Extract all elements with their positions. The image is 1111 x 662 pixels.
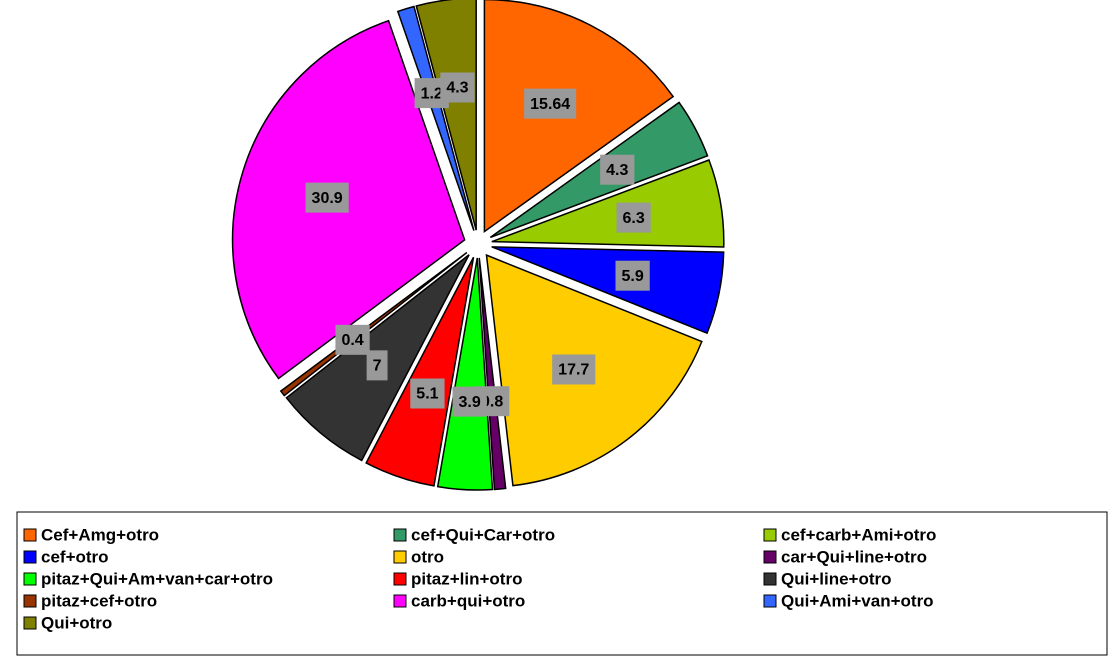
pie-slice — [279, 251, 468, 397]
legend-swatch — [763, 528, 777, 542]
legend-box — [16, 511, 1108, 656]
data-label: 1.2 — [421, 85, 443, 102]
pie-slice — [436, 257, 494, 491]
data-label: 5.9 — [621, 268, 643, 285]
pie-slice — [365, 256, 475, 487]
legend-swatch — [393, 528, 407, 542]
data-label: 4.3 — [446, 80, 468, 97]
data-label-box — [366, 350, 388, 381]
data-label: 6.3 — [622, 210, 644, 227]
data-label-box — [335, 324, 370, 355]
legend-label: Qui+Ami+van+otro — [781, 591, 934, 610]
data-label-box — [305, 182, 349, 213]
pie-slice — [415, 0, 477, 231]
legend-swatch — [23, 616, 37, 630]
legend-swatch — [393, 550, 407, 564]
data-label-box — [410, 378, 445, 409]
pie-slice — [489, 101, 709, 239]
legend-label: pitaz+lin+otro — [411, 569, 522, 588]
legend-label: pitaz+cef+otro — [41, 591, 157, 610]
legend-label: cef+otro — [41, 547, 109, 566]
legend-label: otro — [411, 547, 444, 566]
data-label: 0.4 — [341, 332, 363, 349]
legend-swatch — [763, 572, 777, 586]
data-label-box — [440, 72, 475, 103]
data-label-box — [600, 154, 635, 185]
legend-swatch — [393, 594, 407, 608]
legend-swatch — [393, 572, 407, 586]
data-label-box — [524, 88, 577, 119]
pie-slice — [396, 5, 475, 231]
data-label-box — [616, 202, 651, 233]
data-label: 15.64 — [530, 96, 570, 113]
legend-swatch — [763, 550, 777, 564]
legend-label: carb+qui+otro — [411, 591, 525, 610]
legend-label: Cef+Amg+otro — [41, 525, 159, 544]
data-label-box — [615, 260, 650, 291]
legend-label: cef+carb+Ami+otro — [781, 525, 936, 544]
data-label-box — [452, 386, 487, 417]
legend-swatch — [23, 572, 37, 586]
pie-slice — [491, 159, 725, 248]
pie-slice — [478, 257, 507, 491]
legend-swatch — [23, 550, 37, 564]
legend-label: Qui+otro — [41, 613, 112, 632]
data-label: 4.3 — [606, 162, 628, 179]
data-label: 7 — [373, 358, 382, 375]
legend-swatch — [23, 594, 37, 608]
legend-swatch — [763, 594, 777, 608]
data-label-box — [552, 354, 596, 385]
legend-label: Qui+line+otro — [781, 569, 892, 588]
legend-label: pitaz+Qui+Am+van+car+otro — [41, 569, 273, 588]
legend-label: cef+Qui+Car+otro — [411, 525, 555, 544]
data-label: 3.9 — [459, 394, 481, 411]
data-label: 17.7 — [558, 362, 589, 379]
pie-slice — [491, 246, 725, 335]
data-label: 5.1 — [416, 386, 438, 403]
pie-slice — [483, 0, 675, 234]
legend-swatch — [23, 528, 37, 542]
legend-label: car+Qui+line+otro — [781, 547, 927, 566]
data-label: 30.9 — [312, 190, 343, 207]
